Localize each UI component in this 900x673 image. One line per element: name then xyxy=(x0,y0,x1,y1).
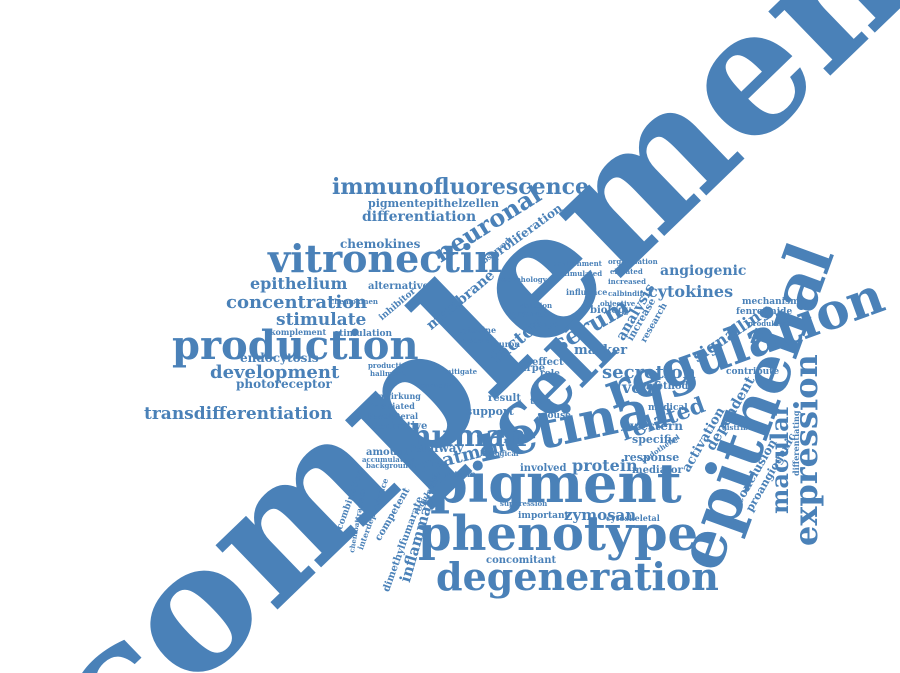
word-protein: protein xyxy=(572,456,638,475)
word-capacity: capacity xyxy=(420,381,453,390)
word-komplement: komplement xyxy=(270,327,327,337)
word-pigment: pigment xyxy=(430,451,682,515)
word-mitigate: mitigate xyxy=(444,367,478,376)
word-stimulate: stimulate xyxy=(276,310,367,330)
word-pathway: pathway xyxy=(408,441,464,455)
word-vegf: vegf xyxy=(622,378,660,397)
word-cytokines: cytokines xyxy=(648,282,734,301)
word-specific: specific xyxy=(632,433,679,446)
word-increased: increased xyxy=(608,277,646,286)
word-arpe: arpe xyxy=(520,363,546,374)
word-angiogenic: angiogenic xyxy=(660,263,747,279)
word-calretinin: calretinin xyxy=(432,469,476,479)
word-involved: involved xyxy=(520,463,567,474)
word-mouse: mouse xyxy=(538,411,571,421)
word-cytokine: cytokine xyxy=(458,325,497,335)
word-change: change xyxy=(526,319,559,329)
word-biological: biological xyxy=(480,449,519,458)
word-effect: effect xyxy=(532,357,564,368)
word-background: background xyxy=(366,461,413,470)
word-development: development xyxy=(210,362,340,383)
word-cytoskeletal: cytoskeletal xyxy=(606,513,660,523)
word-important: important xyxy=(518,511,569,521)
word-biology: biology xyxy=(590,305,631,316)
word-basolateral: basolateral xyxy=(368,411,419,421)
word-vascular: vascular xyxy=(458,335,496,345)
word-distribution: distribution xyxy=(722,423,769,432)
word-transdifferentiation: transdifferentiation xyxy=(144,404,333,424)
word-secretion: secretion xyxy=(602,362,696,383)
word-production: production xyxy=(172,322,419,369)
word-immunofluorescence: immunofluorescence xyxy=(332,174,589,200)
word-contribute: contribute xyxy=(726,367,780,377)
word-calbindin: calbindin xyxy=(608,289,645,298)
word-zymosan: zymosan xyxy=(564,506,637,524)
word-human: human xyxy=(410,419,527,454)
word-mediator: mediator xyxy=(632,465,683,476)
word-deletion: deletion xyxy=(520,301,553,310)
word-elevated: elevated xyxy=(610,267,643,276)
word-influence: influence xyxy=(566,287,608,297)
word-epithelium: epithelium xyxy=(250,274,348,293)
word-chemokines: chemokines xyxy=(340,237,421,251)
word-chemokinen: chemokinen xyxy=(330,297,379,306)
word-concentration: concentration xyxy=(226,292,368,313)
word-response: response xyxy=(624,451,680,464)
word-suppression: suppression xyxy=(500,499,548,508)
word-hallmark: hallmark xyxy=(370,369,406,378)
word-production-small: production xyxy=(368,361,412,370)
word-organisation: organisation xyxy=(608,257,658,266)
word-accumulation: accumulation xyxy=(362,455,416,464)
word-produktion: produktion xyxy=(748,319,792,328)
word-growth: growth xyxy=(510,309,550,320)
word-stimulated: stimulated xyxy=(560,269,603,278)
word-support: support xyxy=(466,405,514,418)
word-irradiated: irradiated xyxy=(370,401,415,411)
word-medical: medical xyxy=(648,403,688,413)
word-western: western xyxy=(630,419,683,433)
word-amount: amount xyxy=(366,447,409,458)
word-result: result xyxy=(488,393,521,404)
word-degeneration: degeneration xyxy=(436,554,719,599)
word-derivative: derivative xyxy=(372,421,428,432)
word-morphology: morphology xyxy=(500,275,547,284)
word-pigmentepithelzellen: pigmentepithelzellen xyxy=(368,197,500,210)
word-method: method xyxy=(646,381,689,392)
word-differentiation: differentiation xyxy=(362,209,477,225)
word-endocytosis: endocytosis xyxy=(240,351,319,365)
word-vitronectin: vitronectin xyxy=(268,236,502,281)
word-tran: tran xyxy=(530,397,552,407)
word-alternative: alternative xyxy=(368,281,429,292)
word-phenotype: phenotype xyxy=(418,506,699,562)
word-neuron: neuron xyxy=(488,339,521,349)
word-differentiating: differentiating xyxy=(791,410,801,476)
word-role: role xyxy=(540,369,560,379)
word-mechanism: mechanism xyxy=(742,297,800,307)
word-concomitant: concomitant xyxy=(486,555,557,566)
word-stimulation: stimulation xyxy=(334,329,393,339)
word-einwirkung: einwirkung xyxy=(370,391,421,401)
word-marker: marker xyxy=(574,343,628,358)
word-fenretinide: fenretinide xyxy=(736,307,793,317)
word-objective: objective xyxy=(600,299,636,308)
word-photoreceptor: photoreceptor xyxy=(236,377,332,391)
word-environment: environment xyxy=(552,259,602,268)
